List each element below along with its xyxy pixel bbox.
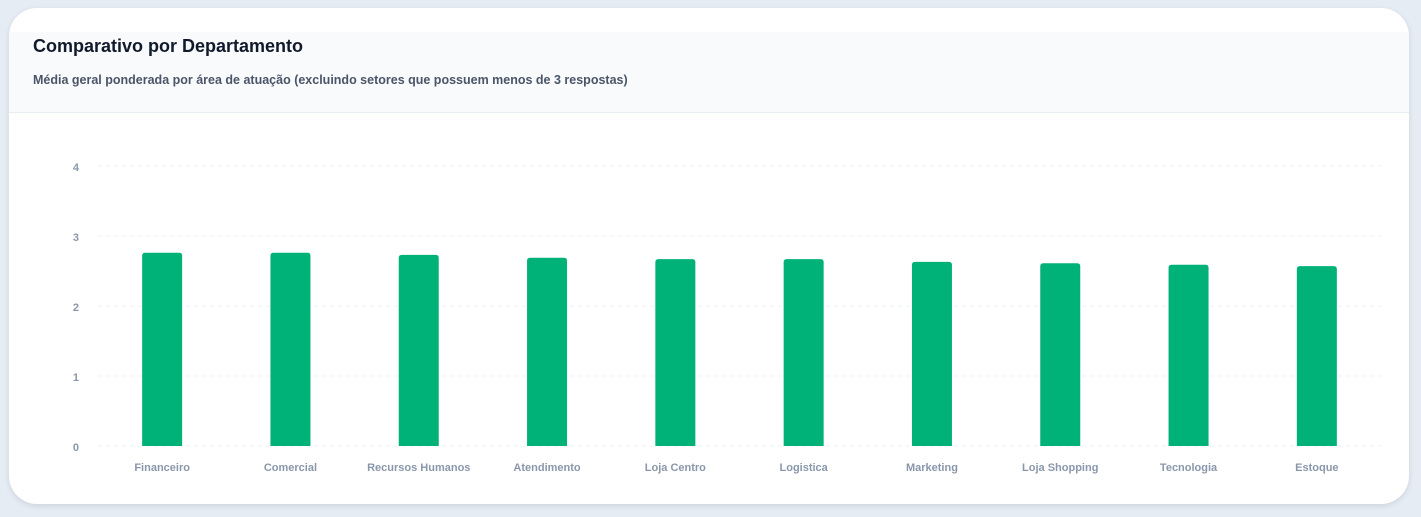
bar bbox=[527, 257, 568, 446]
bar bbox=[1296, 266, 1337, 446]
y-tick-label: 1 bbox=[73, 372, 79, 384]
x-tick-label: Loja Centro bbox=[645, 462, 706, 474]
x-tick-label: Tecnologia bbox=[1160, 462, 1218, 474]
bar bbox=[911, 261, 952, 446]
x-tick-label: Logistica bbox=[780, 462, 829, 474]
y-tick-label: 3 bbox=[73, 232, 79, 244]
x-tick-label: Financeiro bbox=[134, 462, 190, 474]
chart-subtitle: Média geral ponderada por área de atuaçã… bbox=[33, 73, 628, 87]
x-tick-label: Comercial bbox=[264, 462, 317, 474]
x-tick-label: Estoque bbox=[1295, 462, 1338, 474]
x-tick-label: Loja Shopping bbox=[1022, 462, 1098, 474]
y-tick-label: 2 bbox=[73, 302, 79, 314]
chart-title: Comparativo por Departamento bbox=[33, 36, 304, 56]
x-tick-label: Recursos Humanos bbox=[367, 462, 470, 474]
card-header bbox=[9, 32, 1409, 113]
bar bbox=[783, 259, 824, 446]
x-tick-label: Marketing bbox=[906, 462, 958, 474]
bar bbox=[1040, 263, 1081, 446]
bar bbox=[142, 252, 183, 446]
y-tick-label: 4 bbox=[73, 162, 80, 174]
x-tick-label: Atendimento bbox=[513, 462, 581, 474]
y-tick-label: 0 bbox=[73, 442, 79, 454]
bar bbox=[1168, 264, 1209, 446]
bar bbox=[655, 259, 696, 446]
bar bbox=[398, 254, 439, 446]
bar bbox=[270, 252, 311, 446]
card: Comparativo por Departamento Média geral… bbox=[9, 8, 1409, 504]
